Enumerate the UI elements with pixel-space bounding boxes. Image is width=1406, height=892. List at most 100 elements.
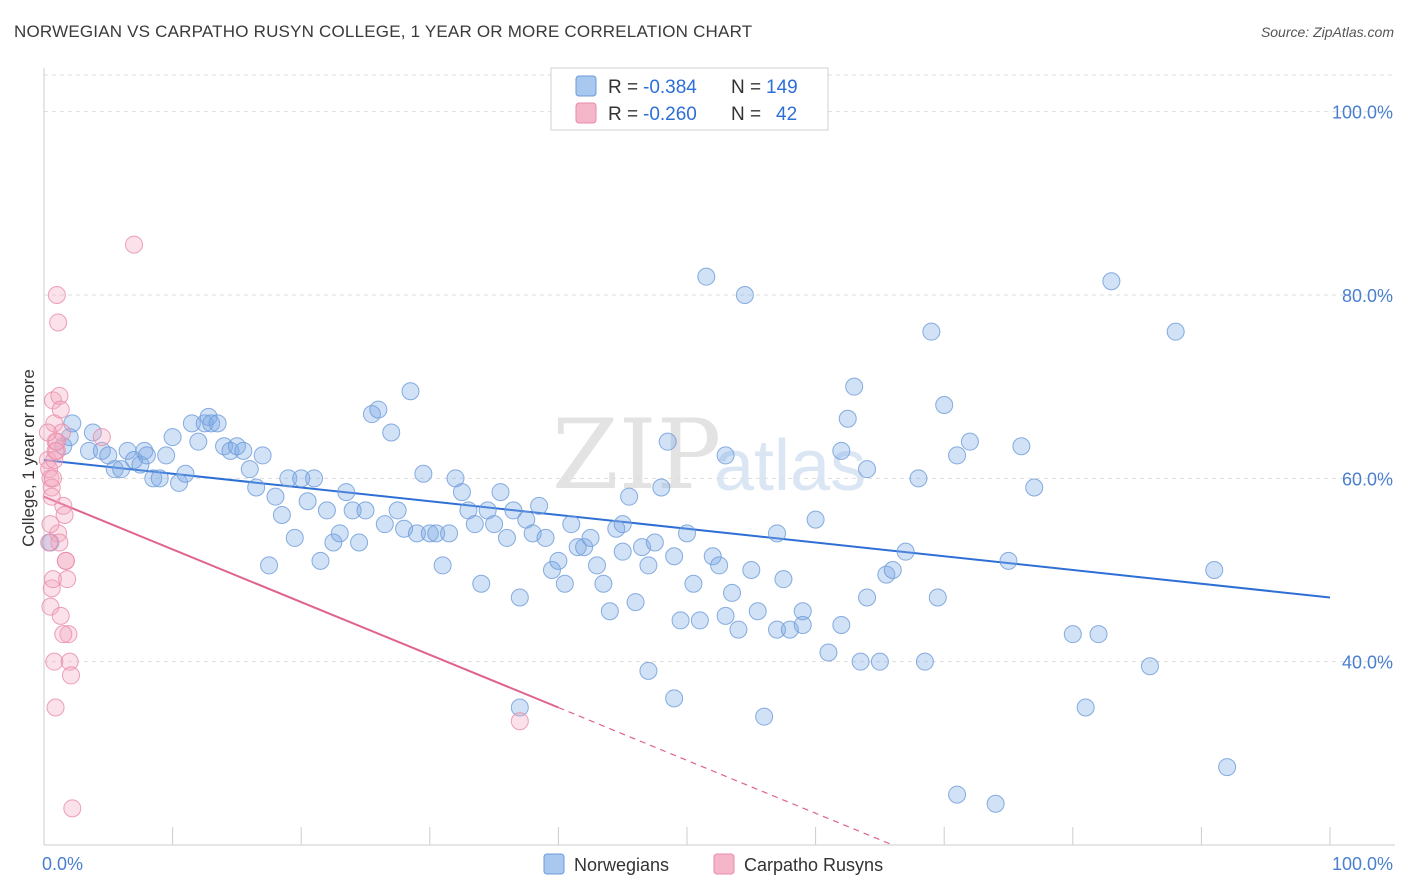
data-point xyxy=(279,469,298,488)
data-point xyxy=(1166,322,1185,341)
data-point xyxy=(922,322,941,341)
data-point xyxy=(639,661,658,680)
data-point xyxy=(54,625,73,644)
series-norwegians xyxy=(41,267,1237,813)
data-point xyxy=(234,441,253,460)
data-point xyxy=(46,441,65,460)
data-point xyxy=(697,267,716,286)
legend-n-label-carpatho-rusyns: N = xyxy=(731,104,761,125)
data-point xyxy=(414,464,433,483)
data-point xyxy=(1089,625,1108,644)
data-point xyxy=(851,652,870,671)
data-point xyxy=(131,455,150,474)
data-point xyxy=(38,423,57,442)
legend-r-label-carpatho-rusyns: R = xyxy=(608,104,638,125)
data-point xyxy=(227,437,246,456)
data-point xyxy=(768,524,787,543)
data-point xyxy=(369,400,388,419)
chart-title: NORWEGIAN VS CARPATHO RUSYN COLLEGE, 1 Y… xyxy=(14,22,753,41)
data-point xyxy=(253,446,272,465)
data-point xyxy=(44,469,63,488)
data-point xyxy=(806,510,825,529)
data-point xyxy=(510,712,529,731)
data-point xyxy=(272,506,291,524)
data-point xyxy=(755,707,774,726)
trend-line-carpatho-rusyns-extrapolated xyxy=(558,706,893,846)
data-point xyxy=(645,533,664,552)
data-point xyxy=(665,547,684,566)
data-point xyxy=(63,414,82,433)
series-carpatho-rusyns xyxy=(38,235,529,818)
data-point xyxy=(723,583,742,602)
data-point xyxy=(735,286,754,304)
data-point xyxy=(63,799,82,818)
data-point xyxy=(45,451,64,469)
data-point xyxy=(703,547,722,566)
data-point xyxy=(472,574,491,593)
data-point xyxy=(684,574,703,593)
data-point xyxy=(896,542,915,561)
legend-swatch-norwegians xyxy=(575,75,597,97)
data-point xyxy=(562,515,581,534)
data-point xyxy=(144,469,163,488)
data-point xyxy=(999,551,1018,570)
data-point xyxy=(613,542,632,561)
data-point xyxy=(38,451,57,469)
data-point xyxy=(62,666,81,685)
legend-swatch-carpatho-rusyns xyxy=(575,102,597,124)
data-point xyxy=(42,478,61,497)
data-point xyxy=(774,570,793,589)
data-point xyxy=(215,437,234,456)
source-label: Source: ZipAtlas.com xyxy=(1260,24,1394,40)
data-point xyxy=(858,588,877,607)
data-point xyxy=(497,528,516,547)
trend-line-carpatho-rusyns xyxy=(43,495,559,709)
legend-r-label-norwegians: R = xyxy=(608,77,638,98)
data-point xyxy=(1076,698,1095,717)
data-point xyxy=(716,446,735,465)
data-point xyxy=(658,432,677,451)
series-legend-label-norwegians: Norwegians xyxy=(574,855,669,875)
data-point xyxy=(362,405,381,424)
data-point xyxy=(420,524,439,543)
data-point xyxy=(536,528,555,547)
data-point xyxy=(247,478,266,497)
x-tick-label-min: 0.0% xyxy=(42,854,83,874)
legend-n-value-norwegians: 149 xyxy=(766,77,798,98)
data-point xyxy=(652,478,671,497)
data-point xyxy=(260,556,279,575)
trend-lines xyxy=(43,459,1331,846)
data-point xyxy=(1205,561,1224,579)
data-point xyxy=(208,414,227,433)
data-point xyxy=(92,441,111,460)
legend-n-label-norwegians: N = xyxy=(731,77,761,98)
data-point xyxy=(83,423,102,442)
data-point xyxy=(59,625,78,644)
data-point xyxy=(311,551,330,570)
y-tick-label: 80.0% xyxy=(1342,286,1393,306)
data-point xyxy=(305,469,324,488)
data-point xyxy=(620,487,639,506)
data-point xyxy=(44,391,63,410)
data-point xyxy=(46,698,65,717)
data-point xyxy=(42,487,61,506)
data-point xyxy=(182,414,201,433)
data-point xyxy=(742,561,761,579)
data-point xyxy=(665,689,684,708)
data-point xyxy=(613,515,632,534)
data-point xyxy=(452,483,471,502)
data-point xyxy=(465,515,484,534)
data-point xyxy=(549,551,568,570)
data-point xyxy=(240,460,259,479)
data-point xyxy=(626,593,645,612)
data-point xyxy=(948,446,967,465)
data-point xyxy=(202,414,221,433)
data-point xyxy=(986,794,1005,813)
data-point xyxy=(433,556,452,575)
data-point xyxy=(1025,478,1044,497)
data-point xyxy=(343,501,362,520)
data-point xyxy=(607,519,626,538)
data-point xyxy=(1102,272,1121,291)
data-point xyxy=(150,469,169,488)
data-point xyxy=(690,611,709,630)
